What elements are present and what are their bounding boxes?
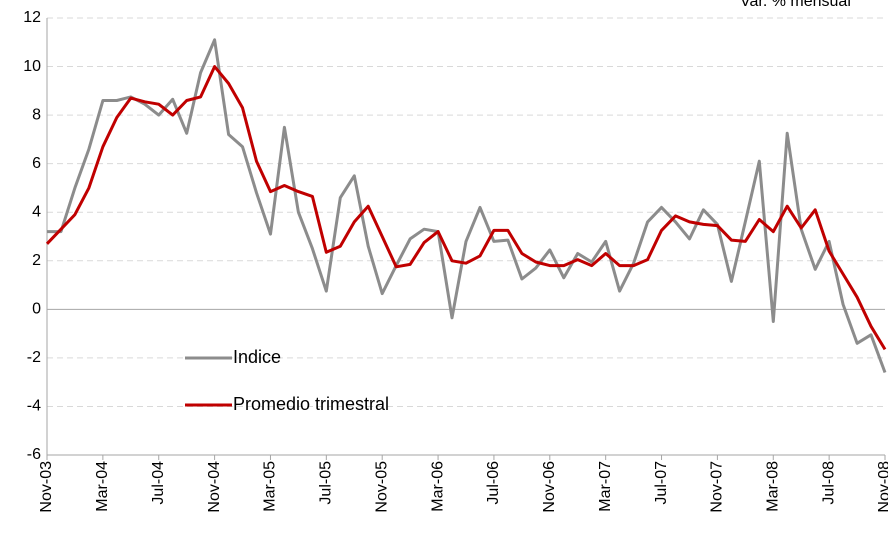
x-tick-label: Jul-07 xyxy=(653,461,670,505)
x-tick-label: Jul-04 xyxy=(150,461,167,505)
x-tick-label: Nov-07 xyxy=(709,461,726,513)
x-tick-label: Nov-05 xyxy=(373,461,390,513)
y-tick-label: -2 xyxy=(27,349,41,366)
y-tick-label: -4 xyxy=(27,398,41,415)
x-tick-label: Jul-05 xyxy=(318,461,335,505)
chart-title: Var. % mensual xyxy=(740,0,851,10)
x-tick-label: Mar-04 xyxy=(94,461,111,512)
series-line xyxy=(45,65,887,351)
y-tick-label: 2 xyxy=(32,252,41,269)
series-line xyxy=(47,38,887,374)
x-tick-label: Nov-04 xyxy=(206,461,223,513)
y-tick-label: 10 xyxy=(23,58,41,75)
x-tick-label: Nov-03 xyxy=(38,461,55,513)
y-tick-label: 12 xyxy=(23,9,41,26)
legend-label: Indice xyxy=(233,347,281,367)
x-tick-label: Nov-08 xyxy=(876,461,888,513)
y-tick-label: -6 xyxy=(27,446,41,463)
x-tick-label: Mar-07 xyxy=(597,461,614,512)
x-tick-label: Mar-05 xyxy=(262,461,279,512)
x-tick-label: Jul-06 xyxy=(485,461,502,505)
y-tick-label: 6 xyxy=(32,155,41,172)
x-tick-label: Nov-06 xyxy=(541,461,558,513)
x-tick-label: Mar-08 xyxy=(764,461,781,512)
y-tick-label: 8 xyxy=(32,106,41,123)
y-tick-label: 0 xyxy=(32,301,41,318)
y-tick-label: 4 xyxy=(32,203,41,220)
legend-label: Promedio trimestral xyxy=(233,394,389,414)
x-tick-label: Jul-08 xyxy=(820,461,837,505)
x-tick-label: Mar-06 xyxy=(429,461,446,512)
